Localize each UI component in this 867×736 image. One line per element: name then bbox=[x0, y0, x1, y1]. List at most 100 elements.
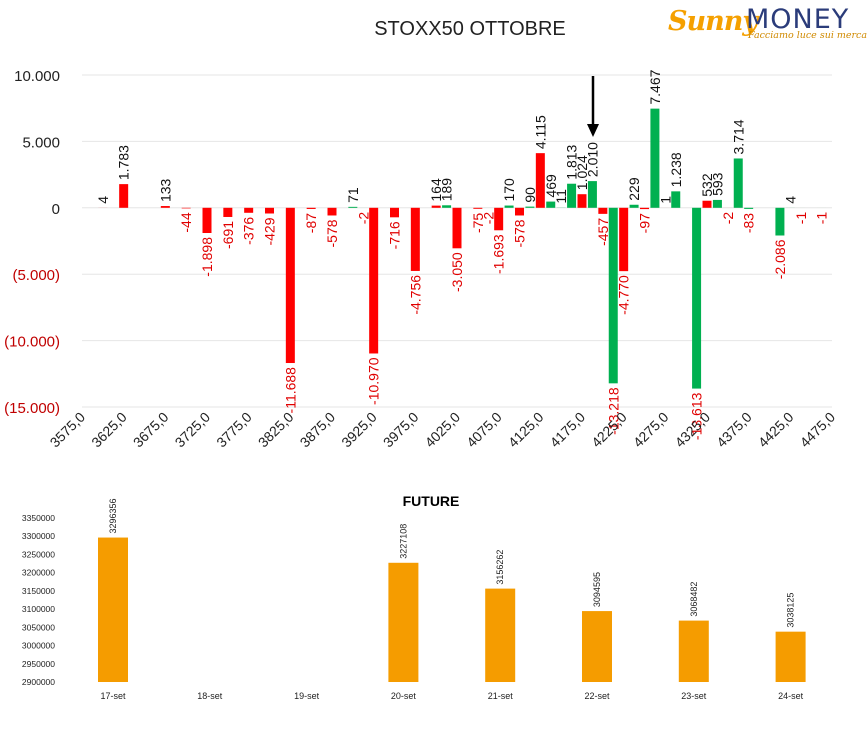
bar bbox=[650, 108, 660, 208]
y-tick-label: 2900000 bbox=[22, 677, 55, 687]
future-value-label: 3068482 bbox=[689, 582, 699, 617]
bar bbox=[327, 207, 337, 216]
bar bbox=[181, 207, 191, 209]
x-tick-label: 4475,0 bbox=[797, 409, 839, 451]
bar bbox=[442, 205, 452, 208]
y-axis-tick-labels: 10.000 5.000 0 (5.000) (10.000) (15.000) bbox=[4, 68, 60, 417]
future-value-label: 3038125 bbox=[786, 593, 796, 628]
y-tick-label: 3250000 bbox=[22, 549, 55, 559]
x-tick-label: 4025,0 bbox=[422, 409, 464, 451]
y-tick-label: 0 bbox=[52, 201, 60, 218]
data-label: 71 bbox=[345, 187, 361, 203]
data-label: 7.467 bbox=[647, 69, 663, 104]
future-chart: FUTURE 3350000 3300000 3250000 3200000 31500… bbox=[22, 493, 806, 701]
data-label: 2.010 bbox=[584, 142, 600, 177]
x-tick-label: 3875,0 bbox=[297, 409, 339, 451]
y-tick-label: 3350000 bbox=[22, 513, 55, 523]
x-tick-label: 3925,0 bbox=[338, 409, 380, 451]
future-value-label: 3227108 bbox=[398, 524, 408, 559]
y-tick-label: 3050000 bbox=[22, 622, 55, 632]
data-label: 90 bbox=[522, 187, 538, 203]
bar bbox=[452, 207, 462, 249]
data-label: -457 bbox=[595, 218, 611, 246]
y-tick-label: (10.000) bbox=[4, 334, 60, 351]
data-label: 164 bbox=[428, 178, 444, 202]
bars bbox=[98, 108, 827, 389]
data-label: -4.770 bbox=[616, 275, 632, 315]
bar bbox=[202, 207, 212, 234]
y-tick-label: 3100000 bbox=[22, 604, 55, 614]
y-tick-label: 3200000 bbox=[22, 568, 55, 578]
future-value-labels: 3296356 3227108 3156262 3094595 3068482 30381… bbox=[108, 499, 796, 628]
data-labels: 4 1.783 133 -44 -1.898 -691 -376 -429 -11.688 -87… bbox=[95, 69, 830, 440]
data-label: 1.783 bbox=[116, 145, 132, 180]
data-label: 4 bbox=[782, 196, 798, 204]
future-bar bbox=[388, 562, 419, 682]
down-arrow-icon bbox=[587, 76, 599, 137]
bar bbox=[410, 207, 420, 271]
y-tick-label: (5.000) bbox=[12, 267, 60, 284]
bar bbox=[567, 183, 577, 208]
bar bbox=[587, 181, 597, 208]
bar bbox=[629, 204, 639, 208]
data-label: 532 bbox=[699, 173, 715, 197]
future-x-axis-tick-labels: 17-set 18-set 19-set 20-set 21-set 22-set 23-s… bbox=[100, 691, 803, 701]
x-axis-tick-labels: 3575,0 3625,0 3675,0 3725,0 3775,0 3825,0 3875… bbox=[47, 409, 839, 451]
data-label: -11.688 bbox=[282, 367, 298, 414]
bar bbox=[473, 207, 483, 209]
bar bbox=[265, 207, 274, 214]
data-label: -13.218 bbox=[605, 387, 621, 435]
data-label: -2 bbox=[355, 212, 371, 225]
x-tick-label: 4175,0 bbox=[547, 409, 589, 451]
bar bbox=[598, 207, 608, 214]
data-label: -1.693 bbox=[491, 234, 507, 274]
data-label: 229 bbox=[626, 177, 642, 201]
data-label: -75 bbox=[470, 213, 486, 233]
sunny-money-logo: Sunny MONEY Facciamo luce sui mercati bbox=[668, 4, 867, 44]
data-label: 1.024 bbox=[574, 155, 590, 190]
bar bbox=[577, 194, 587, 208]
bar bbox=[744, 207, 754, 209]
y-tick-label: 3150000 bbox=[22, 586, 55, 596]
future-bar bbox=[678, 620, 709, 682]
data-label: 4.115 bbox=[532, 115, 548, 149]
x-tick-label: 3775,0 bbox=[213, 409, 255, 451]
data-label: 11 bbox=[553, 189, 569, 204]
data-label: -1 bbox=[814, 212, 830, 225]
y-tick-label: 5.000 bbox=[22, 134, 60, 151]
data-label: -83 bbox=[741, 213, 757, 233]
bar bbox=[160, 206, 170, 208]
x-tick-label: 21-set bbox=[488, 691, 514, 701]
x-tick-label: 3675,0 bbox=[130, 409, 172, 451]
bar bbox=[390, 207, 399, 218]
logo-tagline: Facciamo luce sui mercati bbox=[748, 30, 867, 41]
data-label: 469 bbox=[543, 174, 559, 198]
bar bbox=[306, 207, 316, 209]
data-label: 3.714 bbox=[730, 119, 746, 154]
x-tick-label: 23-set bbox=[681, 691, 707, 701]
bar bbox=[244, 207, 254, 213]
data-label: -2 bbox=[720, 212, 736, 225]
logo-sunny-text: Sunny bbox=[668, 6, 758, 37]
bar bbox=[515, 207, 524, 216]
data-label: -97 bbox=[637, 213, 653, 233]
bar bbox=[608, 207, 618, 384]
y-tick-label: 2950000 bbox=[22, 659, 55, 669]
bar bbox=[712, 199, 722, 208]
data-label: -429 bbox=[262, 217, 278, 245]
future-value-label: 3296356 bbox=[108, 499, 118, 534]
bar bbox=[119, 184, 129, 208]
future-value-label: 3156262 bbox=[495, 550, 505, 585]
x-tick-label: 3975,0 bbox=[380, 409, 422, 451]
x-tick-label: 4375,0 bbox=[713, 409, 755, 451]
x-tick-label: 22-set bbox=[584, 691, 610, 701]
y-tick-label: (15.000) bbox=[4, 400, 60, 417]
bar bbox=[535, 153, 545, 208]
data-label: -578 bbox=[512, 219, 528, 247]
data-label: -4.756 bbox=[407, 275, 423, 315]
x-tick-label: 3625,0 bbox=[88, 409, 130, 451]
x-tick-label: 3825,0 bbox=[255, 409, 297, 451]
bar bbox=[775, 207, 785, 236]
bar bbox=[671, 191, 681, 208]
future-chart-title: FUTURE bbox=[403, 493, 460, 509]
